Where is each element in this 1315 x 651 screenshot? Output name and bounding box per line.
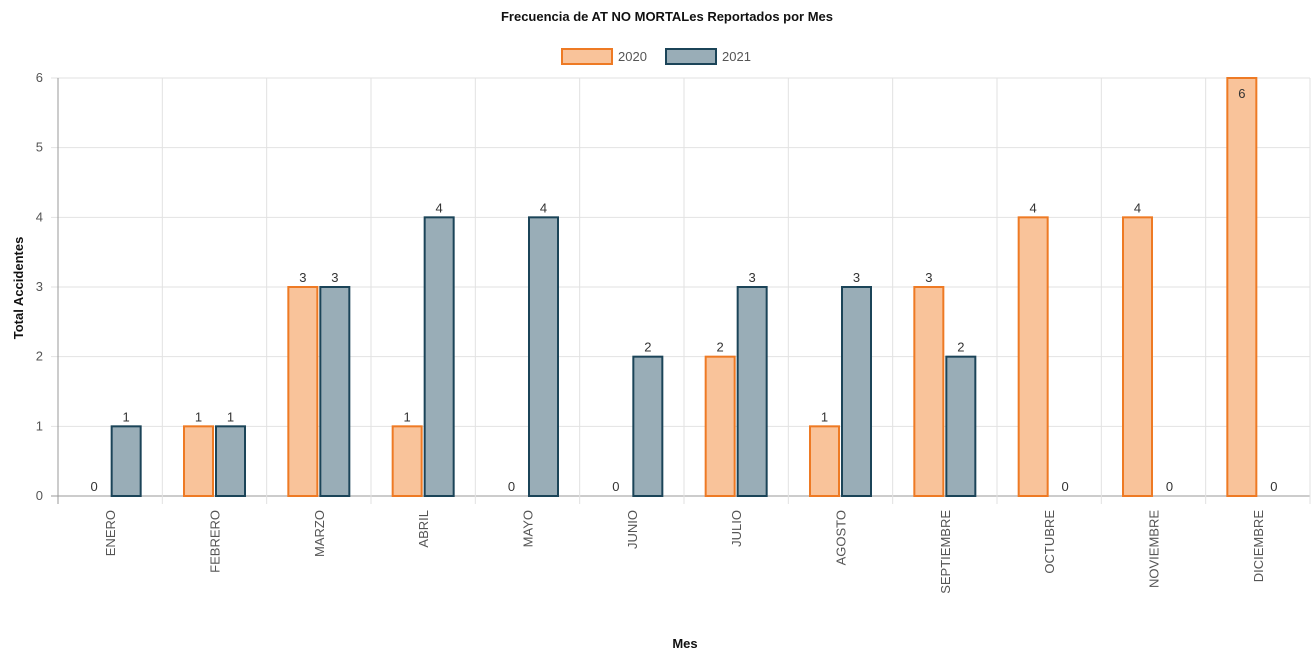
data-label: 0: [1166, 479, 1173, 494]
data-label: 3: [299, 270, 306, 285]
bar-2020-julio[interactable]: [704, 355, 736, 497]
y-tick-label: 5: [36, 140, 43, 155]
y-tick-label: 2: [36, 349, 43, 364]
grid: [51, 77, 1311, 504]
legend-swatch-2020: [561, 48, 613, 65]
x-tick-label: OCTUBRE: [1042, 510, 1057, 574]
legend-label-2020: 2020: [618, 49, 647, 64]
x-tick-label: ENERO: [103, 510, 118, 556]
bar-2020-octubre[interactable]: [1017, 216, 1049, 497]
legend: 2020 2021: [561, 48, 751, 65]
x-tick-label: DICIEMBRE: [1251, 510, 1266, 583]
legend-swatch-2021: [665, 48, 717, 65]
x-tick-label: SEPTIEMBRE: [938, 510, 953, 594]
y-axis-ticks: 0 1 2 3 4 5 6: [36, 70, 43, 503]
x-tick-label: AGOSTO: [834, 510, 849, 565]
data-label: 3: [853, 270, 860, 285]
bar-2021-septiembre[interactable]: [945, 355, 977, 497]
data-label: 6: [1238, 86, 1245, 101]
bars: [110, 77, 1258, 498]
bar-2020-febrero[interactable]: [183, 425, 214, 498]
x-axis-title: Mes: [672, 636, 697, 651]
x-tick-label: NOVIEMBRE: [1147, 510, 1162, 588]
bar-2021-febrero[interactable]: [215, 425, 246, 498]
data-label: 0: [91, 479, 98, 494]
bar-2021-julio[interactable]: [736, 286, 768, 497]
y-tick-label: 4: [36, 209, 43, 224]
x-tick-label: JULIO: [729, 510, 744, 547]
data-label: 3: [925, 270, 932, 285]
data-label: 3: [331, 270, 338, 285]
data-label: 2: [717, 340, 724, 355]
bar-2021-marzo[interactable]: [319, 286, 351, 497]
data-label: 1: [404, 409, 411, 424]
data-labels: 0 1 3 1 0 0 2 1 3 4 4 6 1 1 3 4 4 2 3 3 2 0 0 0: [91, 86, 1278, 494]
legend-item-2021[interactable]: 2021: [665, 48, 751, 65]
x-axis-ticks: ENERO FEBRERO MARZO ABRIL MAYO JUNIO JULIO AGOS…: [103, 510, 1266, 594]
data-label: 4: [1030, 200, 1037, 215]
bar-2021-mayo[interactable]: [528, 216, 559, 497]
y-axis-title: Total Accidentes: [11, 237, 26, 340]
data-label: 1: [227, 409, 234, 424]
data-label: 0: [508, 479, 515, 494]
bar-2020-abril[interactable]: [391, 425, 423, 498]
data-label: 4: [540, 200, 547, 215]
data-label: 1: [123, 409, 130, 424]
data-label: 0: [1062, 479, 1069, 494]
y-tick-label: 0: [36, 488, 43, 503]
y-tick-label: 1: [36, 418, 43, 433]
data-label: 2: [957, 340, 964, 355]
bar-2021-junio[interactable]: [632, 355, 664, 497]
bar-2020-septiembre[interactable]: [913, 286, 945, 497]
chart-title: Frecuencia de AT NO MORTALes Reportados …: [501, 9, 833, 24]
data-label: 2: [644, 340, 651, 355]
bar-2020-agosto[interactable]: [809, 425, 840, 498]
data-label: 0: [612, 479, 619, 494]
data-label: 1: [821, 409, 828, 424]
bar-2021-abril[interactable]: [423, 216, 455, 497]
x-tick-label: JUNIO: [625, 510, 640, 549]
legend-label-2021: 2021: [722, 49, 751, 64]
x-tick-label: MARZO: [312, 510, 327, 557]
y-tick-label: 3: [36, 279, 43, 294]
data-label: 4: [1134, 200, 1141, 215]
x-tick-label: ABRIL: [416, 510, 431, 548]
y-tick-label: 6: [36, 70, 43, 85]
data-label: 4: [436, 200, 443, 215]
x-tick-label: FEBRERO: [208, 510, 223, 573]
data-label: 3: [749, 270, 756, 285]
bar-2020-marzo[interactable]: [287, 286, 319, 497]
x-tick-label: MAYO: [521, 510, 536, 547]
bar-2021-enero[interactable]: [110, 425, 142, 498]
bar-2020-diciembre[interactable]: [1226, 77, 1258, 497]
data-label: 1: [195, 409, 202, 424]
bar-2020-noviembre[interactable]: [1122, 216, 1153, 497]
data-label: 0: [1270, 479, 1277, 494]
bar-2021-agosto[interactable]: [841, 286, 872, 497]
legend-item-2020[interactable]: 2020: [561, 48, 647, 65]
